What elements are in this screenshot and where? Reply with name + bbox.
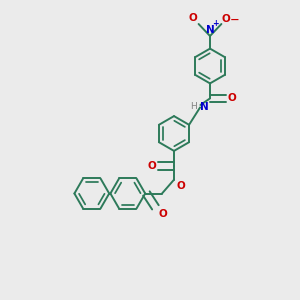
Text: O: O <box>222 14 231 24</box>
Text: O: O <box>188 14 197 23</box>
Text: −: − <box>230 15 239 25</box>
Text: O: O <box>158 209 167 219</box>
Text: O: O <box>177 181 186 191</box>
Text: +: + <box>212 19 219 28</box>
Text: O: O <box>147 161 156 171</box>
Text: N: N <box>200 102 209 112</box>
Text: O: O <box>228 93 237 103</box>
Text: N: N <box>206 25 214 35</box>
Text: H: H <box>190 102 197 111</box>
